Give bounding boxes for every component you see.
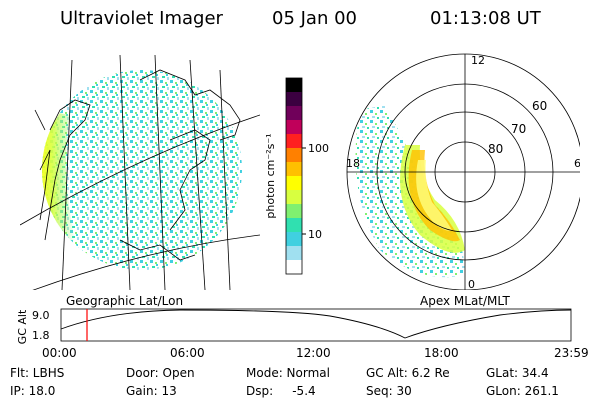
instrument-title: Ultraviolet Imager (60, 8, 223, 29)
colorbar-tick-100: 100 (308, 142, 329, 155)
timeline-xtick-4: 23:59 (554, 346, 589, 360)
colorbar-segment (286, 134, 302, 149)
colorbar-segment (286, 120, 302, 135)
geo-panel-label: Geographic Lat/Lon (66, 294, 184, 308)
colorbar-segment (286, 246, 302, 261)
time-label: 01:13:08 UT (430, 8, 541, 29)
colorbar-segment (286, 92, 302, 107)
timeline-ytick-top: 9.0 (32, 309, 50, 322)
colorbar-segment (286, 204, 302, 219)
polar-plot: 12 18 6 0 60 70 80 (346, 53, 580, 290)
colorbar-segment (286, 78, 302, 93)
colorbar-segment (286, 218, 302, 233)
info-dsp: Dsp: -5.4 (246, 384, 316, 398)
colorbar-segment (286, 260, 302, 275)
info-glon: GLon: 261.1 (486, 384, 559, 398)
info-seq: Seq: 30 (366, 384, 412, 398)
colorbar: 100 10 photon cm⁻²s⁻¹ (264, 77, 329, 275)
info-glat: GLat: 34.4 (486, 366, 549, 380)
colorbar-segment (286, 148, 302, 163)
colorbar-label: photon cm⁻²s⁻¹ (264, 133, 277, 218)
polar-panel-label: Apex MLat/MLT (420, 294, 510, 308)
mlt-label-12: 12 (471, 54, 485, 67)
altitude-timeline: GC Alt 9.0 1.8 (16, 308, 572, 344)
lat-label-70: 70 (511, 122, 526, 136)
mlt-label-18: 18 (346, 157, 360, 170)
timeline-xtick-2: 12:00 (296, 346, 331, 360)
info-door: Door: Open (126, 366, 195, 380)
timeline-xtick-0: 00:00 (42, 346, 77, 360)
colorbar-segment (286, 190, 302, 205)
colorbar-segment (286, 106, 302, 121)
colorbar-segment (286, 162, 302, 177)
geographic-image (20, 54, 260, 290)
info-mode: Mode: Normal (246, 366, 330, 380)
colorbar-segment (286, 232, 302, 247)
info-ip: IP: 18.0 (10, 384, 56, 398)
info-gc-alt: GC Alt: 6.2 Re (366, 366, 450, 380)
mlt-label-6: 6 (574, 157, 580, 170)
timeline-axis-label: GC Alt (16, 309, 29, 344)
colorbar-tick-10: 10 (308, 228, 322, 241)
timeline-xtick-1: 06:00 (170, 346, 205, 360)
lat-label-60: 60 (532, 99, 547, 113)
date-label: 05 Jan 00 (272, 8, 357, 29)
colorbar-segment (286, 176, 302, 191)
timeline-xtick-3: 18:00 (424, 346, 459, 360)
timeline-ytick-bottom: 1.8 (32, 329, 50, 342)
mlt-label-0: 0 (468, 278, 475, 290)
info-flt: Flt: LBHS (10, 366, 65, 380)
info-gain: Gain: 13 (126, 384, 177, 398)
lat-label-80: 80 (488, 142, 503, 156)
